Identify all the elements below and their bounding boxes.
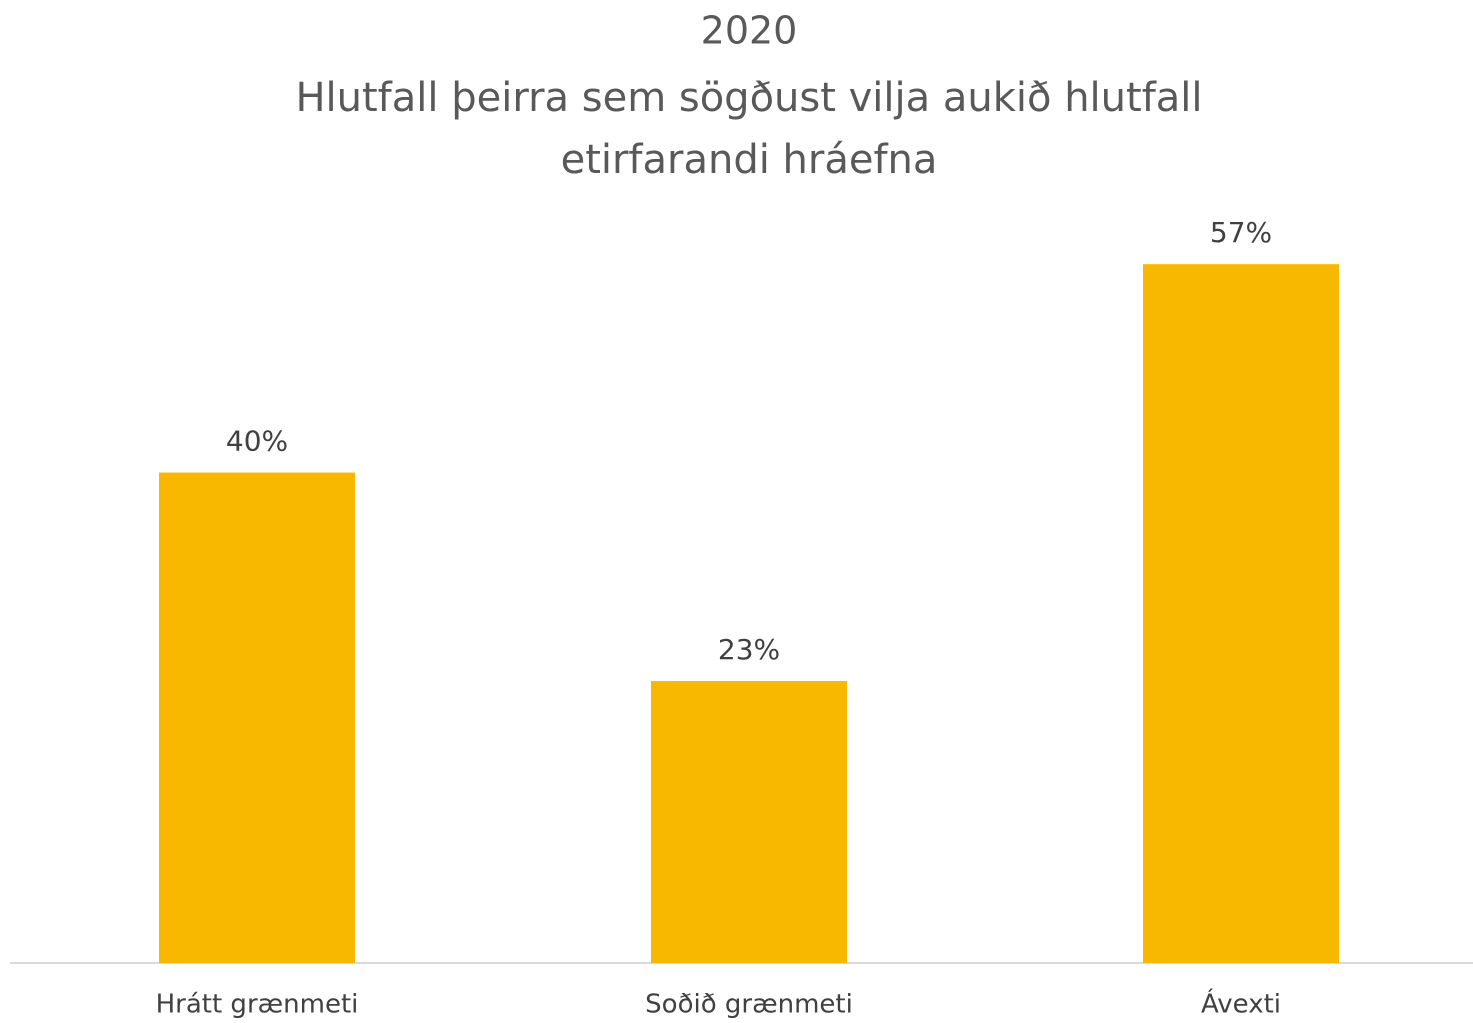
value-label: 23% — [718, 633, 780, 666]
value-label: 57% — [1210, 216, 1272, 249]
chart-subtitle: Hlutfall þeirra sem sögðust vilja aukið … — [295, 75, 1202, 121]
bar — [159, 472, 355, 963]
chart-title: 2020 — [701, 9, 798, 53]
x-tick-label: Hrátt grænmeti — [156, 990, 359, 1020]
chart-subtitle: etirfarandi hráefna — [561, 137, 938, 183]
x-tick-label: Ávexti — [1201, 988, 1281, 1020]
bar — [651, 681, 847, 963]
bar — [1143, 264, 1339, 963]
value-label: 40% — [226, 425, 288, 458]
x-tick-label: Soðið grænmeti — [645, 990, 853, 1020]
